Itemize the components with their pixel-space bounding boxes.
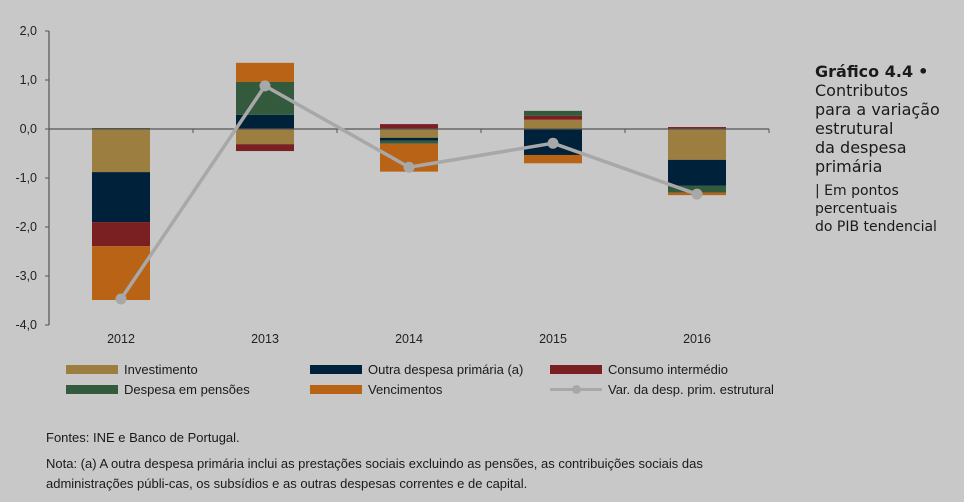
bar-segment bbox=[92, 246, 150, 301]
y-tick-label: -2,0 bbox=[15, 220, 37, 234]
bar-segment bbox=[380, 129, 438, 138]
x-tick-label: 2016 bbox=[683, 332, 711, 346]
bar-segment bbox=[92, 129, 150, 173]
subtitle-line: | Em pontos bbox=[815, 183, 899, 199]
x-tick-label: 2013 bbox=[251, 332, 279, 346]
bar-segment bbox=[236, 144, 294, 152]
bar-segment bbox=[668, 129, 726, 160]
bar-segment bbox=[524, 119, 582, 129]
bar-segment bbox=[524, 154, 582, 164]
legend-item-despesa-pensoes: Despesa em pensões bbox=[66, 382, 250, 397]
line-point bbox=[115, 293, 127, 305]
y-tick-label: -4,0 bbox=[15, 318, 37, 332]
y-tick-label: 1,0 bbox=[20, 73, 37, 87]
axes-group: 2,0 1,0 0,0 -1,0 -2,0 -3,0 -4,0 2012 2013 2014 201… bbox=[15, 24, 770, 346]
footnote: Nota: (a) A outra despesa primária inclu… bbox=[46, 456, 703, 491]
legend-label: Var. da desp. prim. estrutural bbox=[608, 382, 774, 397]
x-tick-label: 2014 bbox=[395, 332, 423, 346]
notes: Fontes: INE e Banco de Portugal. Nota: (… bbox=[46, 428, 786, 500]
subtitle-line: percentuais bbox=[815, 201, 898, 217]
line-series bbox=[119, 84, 698, 301]
legend-swatch bbox=[66, 365, 118, 374]
line-group bbox=[115, 80, 703, 305]
bar-segment bbox=[524, 110, 582, 116]
legend-label: Investimento bbox=[124, 362, 198, 377]
legend-item-vencimentos: Vencimentos bbox=[310, 382, 442, 397]
legend-item-consumo-intermedio: Consumo intermédio bbox=[550, 362, 728, 377]
bar-segment bbox=[92, 222, 150, 247]
title-line: estrutural bbox=[815, 119, 894, 138]
legend-label: Outra despesa primária (a) bbox=[368, 362, 524, 377]
chart-number: Gráfico 4.4 bbox=[815, 62, 914, 81]
line-point bbox=[691, 188, 703, 200]
legend-label: Despesa em pensões bbox=[124, 382, 250, 397]
y-tick-label: -1,0 bbox=[15, 171, 37, 185]
chart-subtitle: | Em pontos percentuais do PIB tendencia… bbox=[815, 182, 964, 236]
bar-segment bbox=[380, 137, 438, 141]
title-line: Contributos bbox=[815, 81, 909, 100]
bars-group bbox=[92, 62, 726, 301]
bar-segment bbox=[524, 115, 582, 120]
y-tick-label: 2,0 bbox=[20, 24, 37, 38]
legend-swatch bbox=[310, 385, 362, 394]
bar-segment bbox=[236, 129, 294, 145]
legend-swatch bbox=[310, 365, 362, 374]
legend-item-var-desp-prim: Var. da desp. prim. estrutural bbox=[550, 382, 774, 397]
legend-swatch bbox=[550, 365, 602, 374]
legend-label: Vencimentos bbox=[368, 382, 443, 397]
legend-swatch bbox=[66, 385, 118, 394]
title-line: para a variação bbox=[815, 100, 940, 119]
bar-segment bbox=[236, 114, 294, 129]
bar-segment bbox=[668, 127, 726, 129]
line-point bbox=[403, 161, 415, 173]
x-tick-label: 2015 bbox=[539, 332, 567, 346]
bar-segment bbox=[380, 124, 438, 129]
title-bullet: • bbox=[918, 62, 929, 81]
bar-segment bbox=[236, 62, 294, 82]
y-tick-label: -3,0 bbox=[15, 269, 37, 283]
legend-item-outra-despesa: Outra despesa primária (a) bbox=[310, 362, 523, 377]
title-line: da despesa bbox=[815, 138, 907, 157]
chart: 2,0 1,0 0,0 -1,0 -2,0 -3,0 -4,0 2012 2013 2014 201… bbox=[15, 24, 770, 346]
y-tick-label: 0,0 bbox=[20, 122, 37, 136]
legend-label: Consumo intermédio bbox=[608, 362, 728, 377]
x-tick-label: 2012 bbox=[107, 332, 135, 346]
legend-line-marker bbox=[550, 385, 602, 394]
legend-item-investimento: Investimento bbox=[66, 362, 198, 377]
bar-segment bbox=[668, 159, 726, 186]
bar-segment bbox=[380, 140, 438, 144]
title-line: primária bbox=[815, 157, 883, 176]
sources-note: Fontes: INE e Banco de Portugal. bbox=[46, 430, 240, 445]
line-point bbox=[547, 137, 559, 149]
bar-segment bbox=[92, 172, 150, 223]
chart-title-block: Gráfico 4.4 • Contributos para a variaçã… bbox=[815, 62, 964, 236]
line-point bbox=[259, 80, 271, 92]
subtitle-line: do PIB tendencial bbox=[815, 219, 937, 235]
